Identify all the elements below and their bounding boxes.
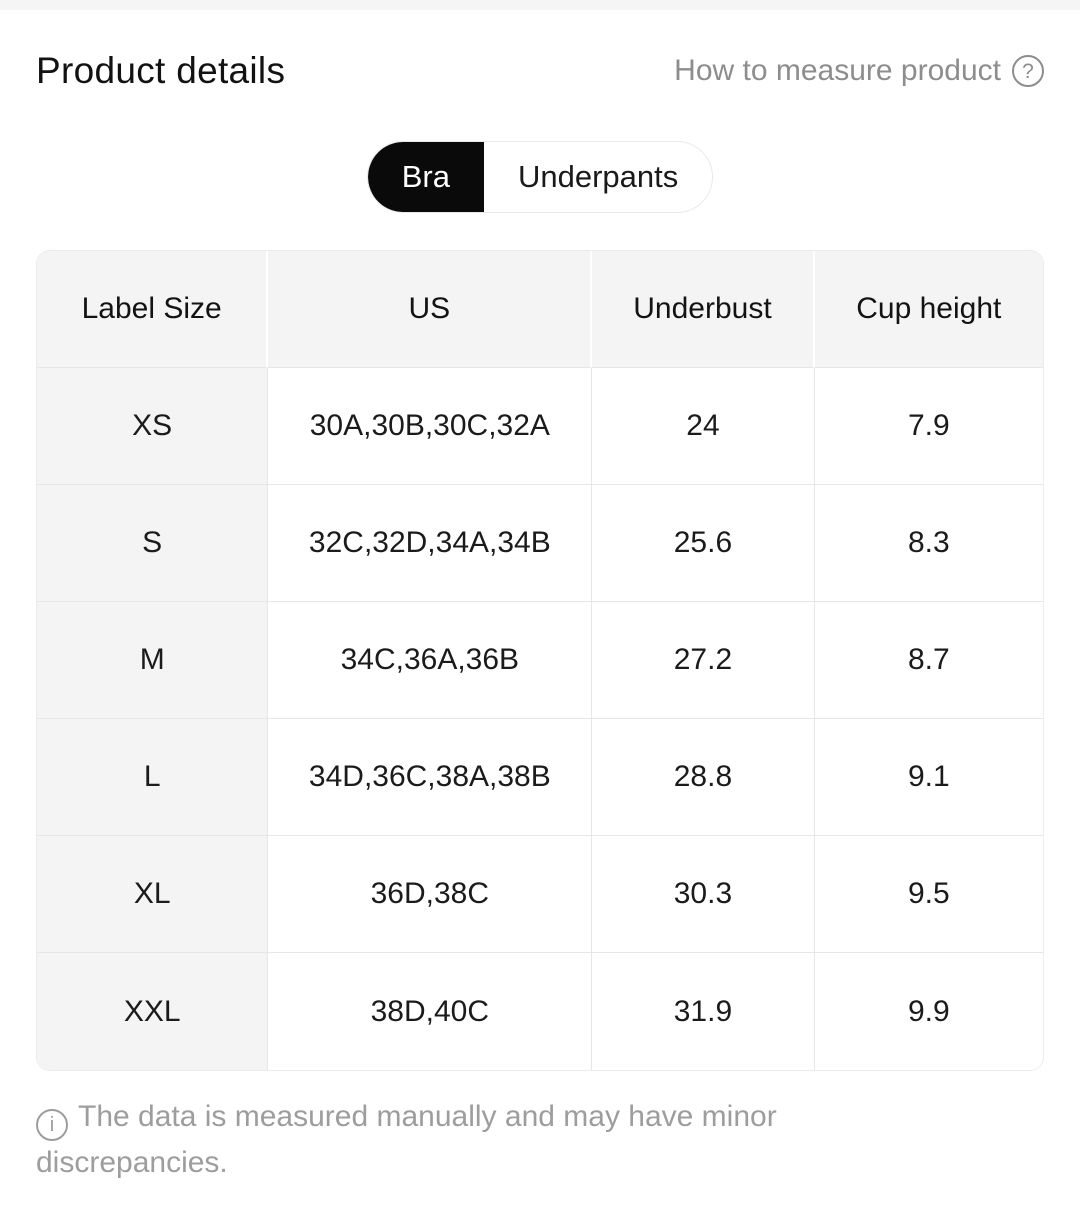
cell-label-size: L <box>37 719 269 836</box>
table-row: XXL 38D,40C 31.9 9.9 <box>37 953 1043 1070</box>
cell-cup-height: 7.9 <box>814 368 1043 485</box>
cell-underbust: 31.9 <box>592 953 815 1070</box>
cell-underbust: 27.2 <box>592 602 815 719</box>
header-row: Label Size US Underbust Cup height <box>37 251 1043 368</box>
cell-cup-height: 9.1 <box>814 719 1043 836</box>
table-row: L 34D,36C,38A,38B 28.8 9.1 <box>37 719 1043 836</box>
column-header-us: US <box>268 251 593 368</box>
tab-underpants[interactable]: Underpants <box>517 159 679 194</box>
cell-us: 34D,36C,38A,38B <box>268 719 593 836</box>
cell-us: 34C,36A,36B <box>268 602 593 719</box>
tab-bra[interactable]: Bra <box>367 142 484 212</box>
question-mark-icon: ? <box>1012 55 1044 87</box>
table-row: XS 30A,30B,30C,32A 24 7.9 <box>37 368 1043 485</box>
column-header-underbust: Underbust <box>592 251 815 368</box>
cell-label-size: XS <box>37 368 269 485</box>
cell-us: 38D,40C <box>268 953 593 1070</box>
cell-cup-height: 9.5 <box>814 836 1043 953</box>
column-header-cup-height: Cup height <box>814 251 1043 368</box>
cell-cup-height: 8.3 <box>814 485 1043 602</box>
cell-underbust: 24 <box>592 368 815 485</box>
table-row: M 34C,36A,36B 27.2 8.7 <box>37 602 1043 719</box>
table-row: S 32C,32D,34A,34B 25.6 8.3 <box>37 485 1043 602</box>
size-table: Label Size US Underbust Cup height XS 30… <box>37 251 1043 1070</box>
cell-label-size: S <box>37 485 269 602</box>
top-strip <box>0 0 1080 10</box>
cell-label-size: XXL <box>37 953 269 1070</box>
page-header: Product details How to measure product ? <box>0 50 1080 92</box>
info-icon: i <box>36 1109 68 1141</box>
column-header-label-size: Label Size <box>37 251 269 368</box>
cell-label-size: M <box>37 602 269 719</box>
page-title: Product details <box>36 50 286 91</box>
measurement-disclaimer: i The data is measured manually and may h… <box>36 1095 956 1185</box>
tab-group: Bra Underpants <box>366 141 714 213</box>
cell-cup-height: 9.9 <box>814 953 1043 1070</box>
cell-underbust: 30.3 <box>592 836 815 953</box>
size-chart: Label Size US Underbust Cup height XS 30… <box>36 250 1044 1071</box>
cell-us: 32C,32D,34A,34B <box>268 485 593 602</box>
disclaimer-text: The data is measured manually and may ha… <box>36 1100 777 1179</box>
cell-us: 30A,30B,30C,32A <box>268 368 593 485</box>
cell-label-size: XL <box>37 836 269 953</box>
category-tabs: Bra Underpants <box>0 141 1080 213</box>
table-row: XL 36D,38C 30.3 9.5 <box>37 836 1043 953</box>
cell-underbust: 28.8 <box>592 719 815 836</box>
cell-cup-height: 8.7 <box>814 602 1043 719</box>
cell-us: 36D,38C <box>268 836 593 953</box>
how-to-measure-link[interactable]: How to measure product ? <box>674 54 1044 88</box>
cell-underbust: 25.6 <box>592 485 815 602</box>
help-link-label: How to measure product <box>674 54 1001 87</box>
